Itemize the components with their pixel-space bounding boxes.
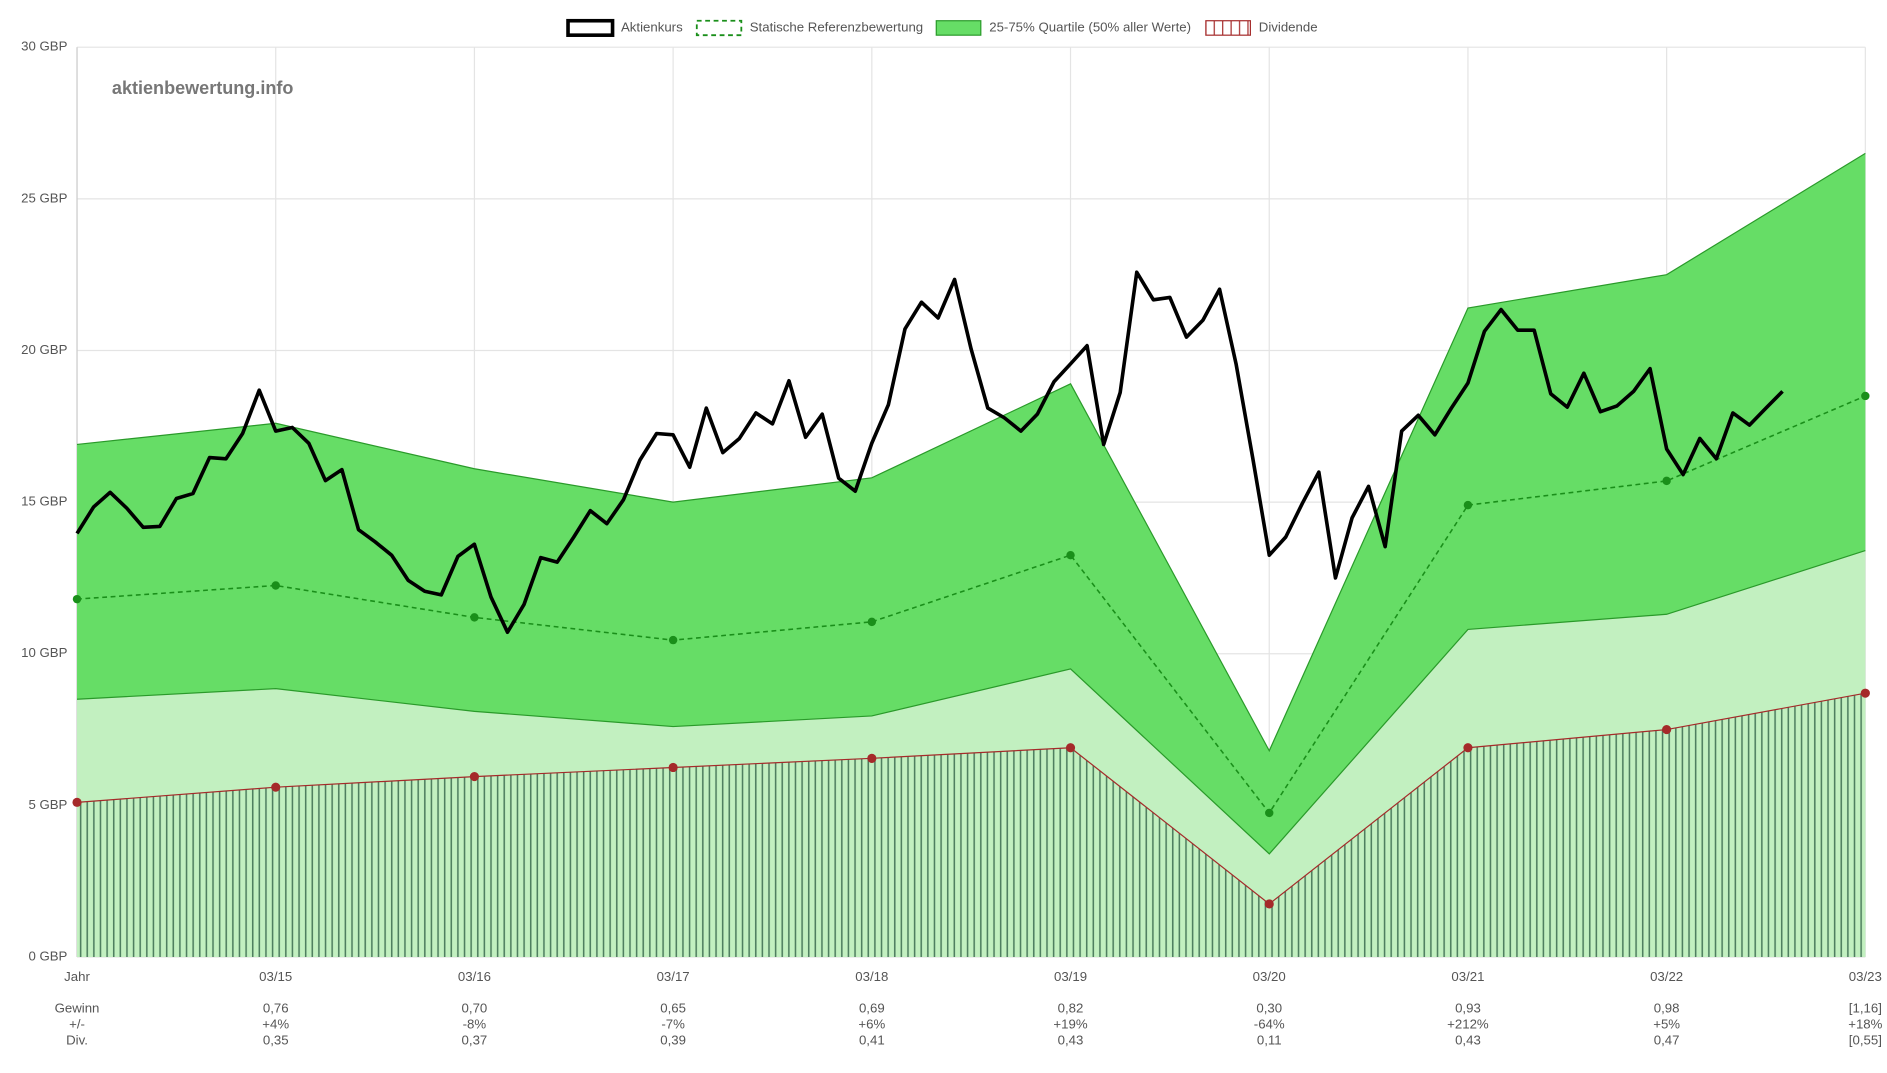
table-cell: 0,35 (263, 1032, 289, 1047)
x-tick-label: 03/21 (1451, 969, 1484, 984)
dividend-dot (1065, 743, 1076, 753)
y-tick-label: 25 GBP (21, 190, 67, 205)
legend-label: Statische Referenzbewertung (750, 19, 923, 34)
watermark: aktienbewertung.info (112, 78, 293, 98)
dividend-dot (271, 782, 281, 792)
dividend-area (77, 693, 1866, 958)
y-tick-label: 15 GBP (21, 494, 67, 509)
table-cell: -8% (463, 1016, 487, 1031)
table-cell: +19% (1053, 1016, 1087, 1031)
dividend-line (76, 692, 1866, 905)
x-tick-label: 03/18 (855, 969, 888, 984)
reference-dot (1265, 808, 1274, 818)
table-cell: 0,69 (859, 1000, 885, 1015)
reference-dot (1463, 500, 1473, 510)
table-cell: -7% (661, 1016, 685, 1031)
table-cell: 0,65 (660, 1000, 686, 1015)
x-tick-label: 03/19 (1054, 969, 1087, 984)
table-cell: 0,98 (1654, 1000, 1680, 1015)
table-cell: 0,47 (1654, 1032, 1680, 1047)
legend-label: 25-75% Quartile (50% aller Werte) (989, 19, 1191, 34)
table-cell: 0,43 (1455, 1032, 1481, 1047)
x-tick-label: 03/15 (259, 969, 292, 984)
table-row-label: Div. (66, 1032, 88, 1047)
table-cell: 0,39 (660, 1032, 686, 1047)
legend-label: Dividende (1259, 19, 1318, 34)
dividend-dot (668, 762, 678, 773)
x-tick-label: 03/20 (1253, 969, 1286, 984)
quartile-upper-line (76, 152, 1866, 753)
x-tick-label: 03/17 (657, 969, 690, 984)
price-line (75, 270, 1784, 635)
y-tick-label: 5 GBP (28, 797, 67, 812)
reference-dot (1662, 476, 1671, 486)
table-cell: 0,11 (1257, 1032, 1282, 1047)
reference-dot (1066, 550, 1075, 560)
table-cell: 0,41 (859, 1032, 885, 1047)
table-row-label: +/- (69, 1016, 85, 1031)
table-cell: 0,76 (263, 1000, 289, 1015)
table-cell: +6% (858, 1016, 885, 1031)
table-cell: 0,93 (1455, 1000, 1481, 1015)
x-tick-label: 03/16 (458, 969, 491, 984)
legend-swatch (695, 19, 743, 37)
table-cell: 0,82 (1058, 1000, 1084, 1015)
y-tick-label: 0 GBP (28, 949, 67, 964)
table-row-label: Gewinn (55, 1000, 100, 1015)
dividend-dot (469, 771, 479, 782)
table-cell: +5% (1653, 1016, 1680, 1031)
reference-dot (1861, 391, 1870, 401)
table-cell: 0,37 (462, 1032, 488, 1047)
y-tick-label: 20 GBP (21, 342, 67, 357)
table-cell: 0,30 (1256, 1000, 1282, 1015)
reference-dot (867, 617, 877, 627)
table-cell: +18% (1848, 1016, 1882, 1031)
table-cell: +212% (1447, 1016, 1489, 1031)
table-cell: [0,55] (1849, 1032, 1882, 1047)
x-tick-label: 03/22 (1650, 969, 1683, 984)
legend-label: Aktienkurs (621, 19, 683, 34)
table-cell: +4% (262, 1016, 289, 1031)
legend-swatch (566, 18, 615, 37)
reference-dot (470, 613, 479, 622)
reference-dot (72, 594, 82, 604)
table-cell: [1,16] (1849, 1000, 1882, 1015)
dividend-dot (1662, 724, 1672, 735)
x-tick-label: 03/23 (1849, 969, 1882, 984)
dividend-dot (1264, 899, 1274, 909)
quartile-lower-line (76, 550, 1866, 855)
dividend-dot (72, 797, 82, 807)
quartile-band (77, 153, 1866, 854)
dividend-dot (867, 753, 877, 763)
reference-dot (668, 635, 678, 645)
table-cell: -64% (1254, 1016, 1285, 1031)
table-cell: 0,70 (462, 1000, 488, 1015)
dividend-dot (1463, 743, 1473, 753)
reference-dot (271, 581, 280, 590)
dividend-dot (1860, 688, 1870, 698)
legend-swatch (935, 20, 982, 36)
x-tick-label: Jahr (64, 969, 90, 984)
legend-swatch (1205, 20, 1251, 36)
reference-line (76, 395, 1866, 815)
y-tick-label: 10 GBP (21, 645, 67, 660)
table-cell: 0,43 (1058, 1032, 1084, 1047)
y-tick-label: 30 GBP (21, 39, 67, 54)
